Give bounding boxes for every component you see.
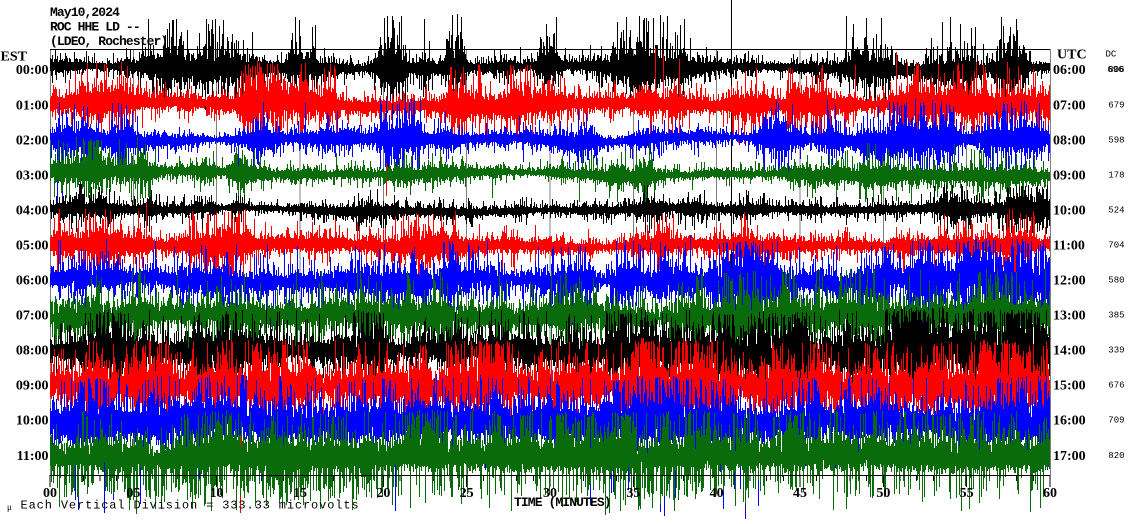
svg-text:Each Vertical Division = 333.: Each Vertical Division = 333.33 microvol… [21, 499, 360, 513]
svg-text:704: 704 [1108, 240, 1124, 250]
svg-text:709: 709 [1108, 416, 1124, 426]
svg-text:16:00: 16:00 [1053, 414, 1086, 429]
svg-text:35: 35 [626, 486, 640, 501]
svg-text:01:00: 01:00 [16, 98, 49, 113]
svg-text:μ: μ [7, 502, 12, 512]
svg-text:02:00: 02:00 [16, 133, 49, 148]
svg-text:676: 676 [1108, 381, 1124, 391]
svg-text:03:00: 03:00 [16, 168, 49, 183]
svg-text:178: 178 [1108, 170, 1124, 180]
svg-text:60: 60 [1043, 486, 1057, 501]
svg-text:40: 40 [710, 486, 724, 501]
svg-text:598: 598 [1108, 135, 1124, 145]
svg-text:ROC HHE LD --: ROC HHE LD -- [50, 20, 140, 35]
svg-text:25: 25 [460, 486, 474, 501]
svg-text:DC: DC [1106, 50, 1117, 60]
svg-text:20: 20 [376, 486, 390, 501]
svg-text:08:00: 08:00 [16, 344, 49, 359]
svg-text:06:00: 06:00 [16, 274, 49, 289]
svg-text:07:00: 07:00 [1053, 98, 1086, 113]
svg-text:08:00: 08:00 [1053, 133, 1086, 148]
svg-text:45: 45 [793, 486, 807, 501]
svg-text:50: 50 [876, 486, 890, 501]
svg-text:(LDEO, Rochester): (LDEO, Rochester) [50, 34, 167, 49]
svg-text:TIME (MINUTES): TIME (MINUTES) [514, 495, 611, 510]
svg-text:May10,2024: May10,2024 [50, 5, 120, 20]
svg-text:820: 820 [1108, 451, 1124, 461]
svg-text:696: 696 [1107, 65, 1123, 75]
svg-text:11:00: 11:00 [1053, 238, 1085, 253]
svg-text:06:00: 06:00 [1053, 63, 1086, 78]
svg-text:580: 580 [1108, 276, 1124, 286]
svg-text:17:00: 17:00 [1053, 449, 1086, 464]
svg-text:14:00: 14:00 [1053, 344, 1086, 359]
svg-text:05:00: 05:00 [16, 238, 49, 253]
svg-text:EST: EST [1, 50, 28, 65]
svg-text:13:00: 13:00 [1053, 309, 1086, 324]
svg-text:05: 05 [126, 486, 140, 501]
svg-text:679: 679 [1108, 100, 1124, 110]
svg-text:15: 15 [293, 486, 307, 501]
svg-text:07:00: 07:00 [16, 309, 49, 324]
svg-text:12:00: 12:00 [1053, 274, 1086, 289]
svg-text:30: 30 [543, 486, 557, 501]
svg-text:10: 10 [210, 486, 224, 501]
svg-text:55: 55 [960, 486, 974, 501]
svg-text:UTC: UTC [1057, 48, 1087, 63]
svg-text:15:00: 15:00 [1053, 379, 1086, 394]
svg-text:00:00: 00:00 [16, 63, 49, 78]
svg-text:09:00: 09:00 [16, 379, 49, 394]
svg-text:04:00: 04:00 [16, 203, 49, 218]
svg-text:385: 385 [1108, 311, 1124, 321]
svg-text:11:00: 11:00 [17, 449, 49, 464]
svg-text:00: 00 [43, 486, 57, 501]
svg-text:339: 339 [1108, 346, 1124, 356]
svg-text:09:00: 09:00 [1053, 168, 1086, 183]
svg-text:10:00: 10:00 [1053, 203, 1086, 218]
svg-text:524: 524 [1108, 205, 1124, 215]
svg-text:806: 806 [1108, 65, 1124, 75]
svg-text:10:00: 10:00 [16, 414, 49, 429]
